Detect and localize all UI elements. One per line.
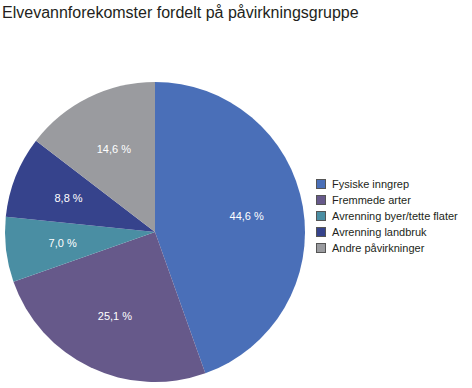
html-text:Andre påvirkninger: Andre påvirkninger	[332, 242, 425, 254]
svg-text:7,0 %: 7,0 %	[49, 237, 77, 249]
svg-text:14,6 %: 14,6 %	[97, 143, 131, 155]
svg-text:25,1 %: 25,1 %	[98, 310, 132, 322]
html-text:Fysiske inngrep: Fysiske inngrep	[332, 178, 409, 190]
html-text:Avrenning byer/tette flater: Avrenning byer/tette flater	[332, 210, 458, 222]
svg-text:44,6 %: 44,6 %	[230, 210, 264, 222]
html-text:Avrenning landbruk: Avrenning landbruk	[332, 226, 427, 238]
html-text:Fremmede arter: Fremmede arter	[332, 194, 411, 206]
svg-text:8,8 %: 8,8 %	[55, 192, 83, 204]
html-text:Elvevannforekomster fordelt på: Elvevannforekomster fordelt på påvirknin…	[2, 4, 359, 21]
